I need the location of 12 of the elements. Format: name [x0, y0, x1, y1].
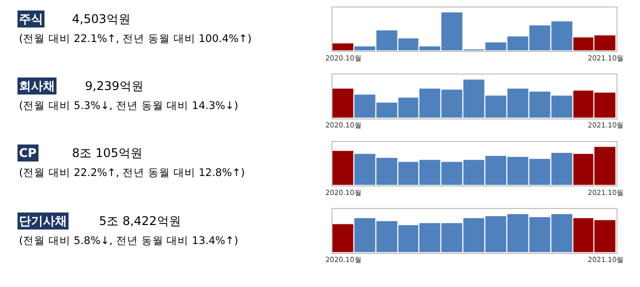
text: 단기사채 — [19, 214, 67, 228]
text: 4,503억원 — [72, 12, 130, 26]
text: 주식 — [19, 12, 43, 26]
text: (전월 대비 22.2%↑, 전년 동월 대비 12.8%↑) — [19, 167, 245, 179]
text: (전월 대비 22.1%↑, 전년 동월 대비 100.4%↑) — [19, 33, 252, 45]
text: (전월 대비 5.3%↓, 전년 동월 대비 14.3%↓) — [19, 100, 238, 112]
text: 9,239억원 — [85, 79, 144, 93]
text: (전월 대비 5.8%↓, 전년 동월 대비 13.4%↑) — [19, 235, 238, 247]
text: 5조 8,422억원 — [99, 214, 181, 228]
text: 회사채 — [19, 79, 55, 93]
text: CP — [19, 146, 37, 160]
text: 8조 105억원 — [72, 146, 142, 160]
